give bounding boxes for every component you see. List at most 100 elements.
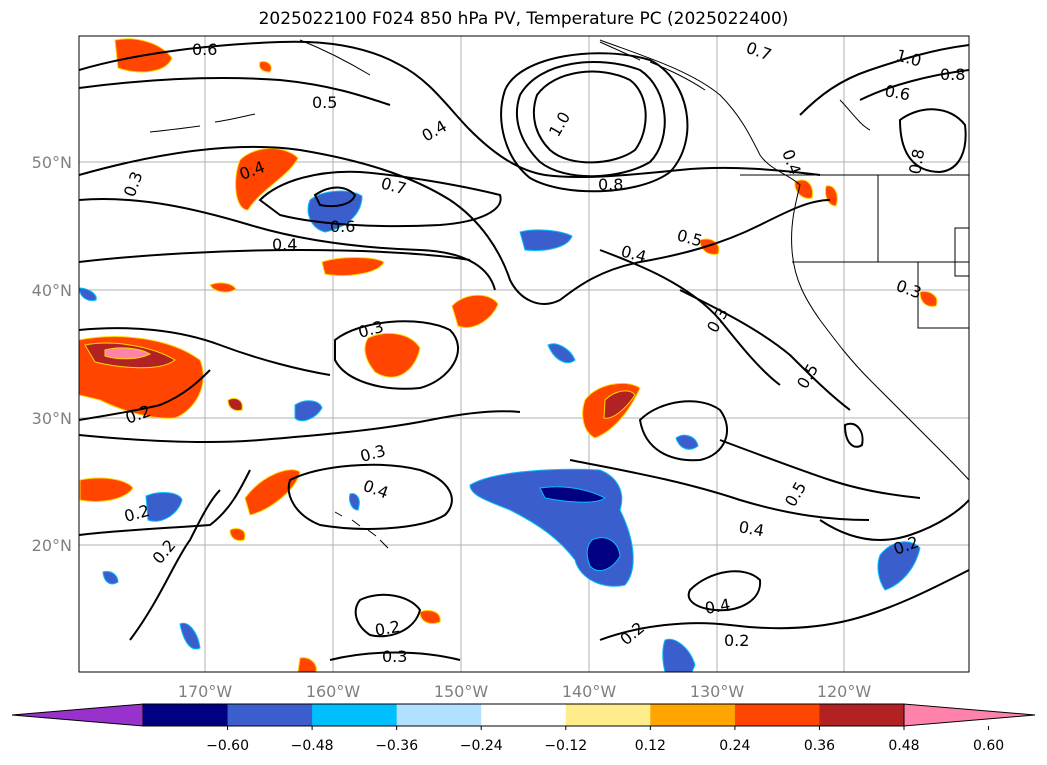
lon-tick-label: 150°W	[434, 682, 489, 701]
lon-tick-label: 160°W	[306, 682, 361, 701]
colorbar-segment	[312, 704, 398, 726]
warm-patch-40n-small	[209, 282, 237, 293]
contour-0.5-north	[79, 77, 391, 106]
warm-patch-48n	[235, 148, 299, 211]
contour-1.0-ne	[799, 44, 969, 116]
contour-0.4-closed	[287, 463, 453, 530]
cold-patch-22n-small	[349, 493, 360, 511]
cold-patch-44n	[519, 229, 573, 251]
hawaiian-islands	[334, 511, 389, 549]
contour-label: 0.8	[905, 147, 928, 175]
colorbar: −0.60 −0.48 −0.36 −0.24 −0.12 0.12 0.24 0.36 0.4…	[11, 703, 1036, 754]
warm-patch-10n	[297, 657, 317, 672]
map-frame-background	[79, 36, 969, 672]
lon-tick-label: 130°W	[690, 682, 745, 701]
contour-0.3-closed	[334, 320, 460, 390]
contour-0.2-south	[599, 569, 969, 641]
cold-core-22n	[539, 486, 606, 503]
colorbar-segment	[396, 704, 482, 726]
cold-patch-13n	[179, 622, 201, 650]
contour-0.5-small	[843, 422, 864, 448]
warm-patch-14n	[419, 609, 441, 625]
pv-contours	[79, 40, 969, 661]
contour-1.0-closed	[532, 70, 647, 164]
cold-patch-36n	[547, 343, 576, 364]
contour-0.8-closed-ne	[898, 108, 967, 174]
colorbar-tick-label: 0.12	[635, 738, 666, 754]
warm-patch-20n-small	[229, 527, 246, 541]
contour-0.2-closed	[354, 593, 422, 638]
political-borders	[740, 174, 969, 329]
cold-patch-23n	[145, 492, 183, 522]
lat-tick-label: 50°N	[32, 153, 72, 172]
contour-label: 0.4	[737, 517, 765, 540]
contour-label: 0.2	[373, 617, 401, 640]
contour-0.4-lower	[79, 248, 471, 263]
coastline-bc-inlet	[839, 99, 871, 131]
cold-patch-40n-west	[79, 287, 97, 301]
contour-label: 0.6	[192, 40, 217, 59]
colorbar-tick-label: −0.48	[291, 738, 334, 754]
cold-patch-18n	[877, 541, 921, 591]
warm-patch-42n	[321, 257, 385, 276]
contour-0.7-closed-2	[500, 52, 689, 193]
colorbar-segment	[734, 704, 820, 726]
contour-label: 0.2	[724, 631, 749, 650]
contour-0.2-west	[79, 369, 211, 421]
lat-tick-label: 40°N	[32, 281, 72, 300]
lon-tick-label: 120°W	[817, 682, 872, 701]
contour-0.3-mid	[599, 249, 781, 386]
cold-patch-31n	[294, 400, 323, 422]
contour-label: 0.6	[330, 217, 355, 236]
contour-0.3-bottom	[329, 651, 461, 661]
warm-core-31n	[603, 390, 636, 419]
contour-0.6-north	[79, 40, 821, 179]
warm-patch-small-55n	[259, 61, 272, 73]
cold-patch-17n	[102, 571, 119, 585]
axis-tick-labels: 170°W 160°W 150°W 140°W 130°W 120°W 50°N…	[32, 153, 872, 701]
colorbar-segment	[819, 704, 905, 726]
contour-0.4-closed-south	[687, 570, 762, 612]
contour-label: 0.4	[703, 595, 731, 618]
contour-0.8-closed	[515, 61, 666, 178]
contour-0.3-central	[79, 410, 521, 444]
colorbar-segment	[227, 704, 313, 726]
contour-0.7-closed	[258, 170, 502, 228]
warm-patch-inland-39n	[919, 291, 938, 307]
colorbar-segment	[481, 704, 567, 726]
lon-tick-label: 140°W	[562, 682, 617, 701]
contour-label: 0.5	[312, 93, 337, 112]
lon-tick-label: 170°W	[178, 682, 233, 701]
colorbar-tick-label: −0.36	[375, 738, 418, 754]
aleutian-islands	[149, 113, 256, 133]
colorbar-tick-label: −0.60	[206, 738, 249, 754]
colorbar-outline	[142, 703, 905, 727]
colorbar-tick-label: 0.36	[804, 738, 835, 754]
colorbar-extend-low	[11, 703, 144, 727]
contour-0.5-south	[719, 439, 921, 499]
lat-tick-label: 30°N	[32, 409, 72, 428]
contour-label: 0.3	[382, 647, 407, 666]
contour-0.6-small	[313, 186, 357, 208]
map-plot-area: 0.6 0.4 0.5 0.4 1.0 0.7 0.8 1.0 0.8 0.6 …	[79, 36, 969, 672]
colorbar-extend-high	[903, 703, 1036, 727]
warm-peak-west-30n	[104, 347, 152, 360]
colorbar-tick-label: 0.24	[719, 738, 750, 754]
colorbar-tick-label: −0.12	[544, 738, 587, 754]
warm-core-west-30n-2	[227, 397, 243, 411]
colorbar-tick-label: 0.48	[888, 738, 919, 754]
map-title: 2025022100 F024 850 hPa PV, Temperature …	[258, 9, 789, 29]
contour-label: 0.8	[598, 175, 623, 194]
colorbar-tick-label: 0.60	[973, 738, 1004, 754]
contour-0.3-west	[79, 327, 331, 376]
lat-tick-label: 20°N	[32, 536, 72, 555]
colorbar-tick-label: −0.24	[460, 738, 503, 754]
contour-label: 0.6	[883, 81, 911, 104]
contour-0.2-se	[819, 499, 969, 541]
cold-patch-29n	[675, 434, 699, 450]
contour-0.4-mid	[79, 145, 831, 305]
warm-patch-38n	[451, 294, 499, 328]
contour-label: 0.4	[272, 235, 297, 254]
contour-0.5-mid	[679, 289, 851, 411]
